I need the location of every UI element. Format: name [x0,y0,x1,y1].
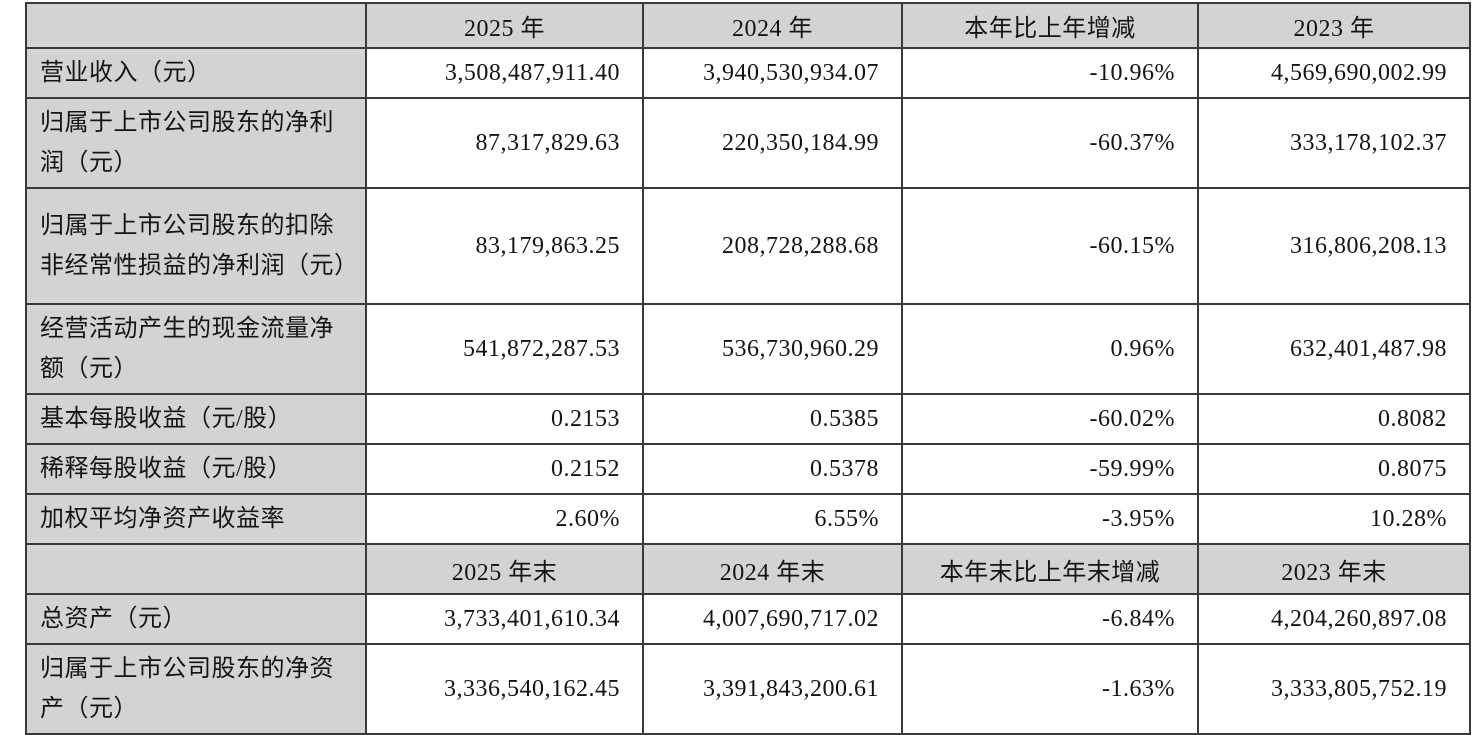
value-cell: 0.8075 [1197,443,1471,495]
column-header-cell: 本年末比上年末增减 [901,543,1199,595]
value-cell: -6.84% [901,593,1199,645]
value-cell: 3,336,540,162.45 [365,643,644,735]
value-cell: 208,728,288.68 [642,187,903,305]
row-label-cell: 稀释每股收益（元/股） [25,443,367,495]
table-row: 归属于上市公司股东的扣除非经常性损益的净利润（元） 83,179,863.25 20… [25,187,1471,305]
value-cell: -60.15% [901,187,1199,305]
value-cell: -59.99% [901,443,1199,495]
value-cell: 536,730,960.29 [642,303,903,395]
value-cell: 83,179,863.25 [365,187,644,305]
value-cell: 87,317,829.63 [365,97,644,189]
value-cell: -3.95% [901,493,1199,545]
column-header-cell: 2024 年末 [642,543,903,595]
value-cell: 0.8082 [1197,393,1471,445]
value-cell: 0.5378 [642,443,903,495]
row-label-cell: 总资产（元） [25,593,367,645]
value-cell: 10.28% [1197,493,1471,545]
column-header-cell: 2023 年 [1197,2,1471,49]
value-cell: -10.96% [901,47,1199,99]
value-cell: 3,733,401,610.34 [365,593,644,645]
value-cell: 541,872,287.53 [365,303,644,395]
table-row: 归属于上市公司股东的净资产（元） 3,336,540,162.45 3,391,84… [25,643,1471,735]
table-row: 稀释每股收益（元/股） 0.2152 0.5378 -59.99% 0.8075 [25,443,1471,495]
value-cell: 4,007,690,717.02 [642,593,903,645]
value-cell: 2.60% [365,493,644,545]
value-cell: 220,350,184.99 [642,97,903,189]
table-row: 总资产（元） 3,733,401,610.34 4,007,690,717.02 -6… [25,593,1471,645]
value-cell: -1.63% [901,643,1199,735]
value-cell: 4,204,260,897.08 [1197,593,1471,645]
table-row: 营业收入（元） 3,508,487,911.40 3,940,530,934.07-… [25,47,1471,99]
column-header-cell: 2025 年末 [365,543,644,595]
table-row: 加权平均净资产收益率 2.60% 6.55% -3.95% 10.28% [25,493,1471,545]
row-label-cell: 加权平均净资产收益率 [25,493,367,545]
value-cell: 0.2153 [365,393,644,445]
column-header-cell: 2023 年末 [1197,543,1471,595]
value-cell: -60.37% [901,97,1199,189]
table-header-row: 2025 年末 2024 年末 本年末比上年末增减 2023 年末 [25,543,1471,595]
empty-corner-cell [25,543,367,595]
value-cell: 3,333,805,752.19 [1197,643,1471,735]
column-header-cell: 2024 年 [642,2,903,49]
value-cell: -60.02% [901,393,1199,445]
table-row: 经营活动产生的现金流量净额（元） 541,872,287.53 536,730,96… [25,303,1471,395]
empty-corner-cell [25,2,367,49]
row-label-cell: 归属于上市公司股东的扣除非经常性损益的净利润（元） [25,187,367,305]
value-cell: 333,178,102.37 [1197,97,1471,189]
row-label-cell: 营业收入（元） [25,47,367,99]
column-header-cell: 2025 年 [365,2,644,49]
financial-summary-section: 2025 年 2024 年本年比上年增减 2023 年营业收入（元） 3,508,48… [25,2,1471,735]
value-cell: 3,940,530,934.07 [642,47,903,99]
value-cell: 3,391,843,200.61 [642,643,903,735]
row-label-cell: 归属于上市公司股东的净资产（元） [25,643,367,735]
table-body: 2025 年 2024 年本年比上年增减 2023 年营业收入（元） 3,508,48… [25,2,1471,735]
table-header-row: 2025 年 2024 年本年比上年增减 2023 年 [25,2,1471,49]
value-cell: 6.55% [642,493,903,545]
table-row: 归属于上市公司股东的净利润（元） 87,317,829.63 220,350,184… [25,97,1471,189]
financial-summary-table: 2025 年 2024 年本年比上年增减 2023 年营业收入（元） 3,508,48… [25,2,1471,735]
value-cell: 316,806,208.13 [1197,187,1471,305]
value-cell: 4,569,690,002.99 [1197,47,1471,99]
row-label-cell: 经营活动产生的现金流量净额（元） [25,303,367,395]
value-cell: 632,401,487.98 [1197,303,1471,395]
value-cell: 0.5385 [642,393,903,445]
column-header-cell: 本年比上年增减 [901,2,1199,49]
row-label-cell: 归属于上市公司股东的净利润（元） [25,97,367,189]
value-cell: 3,508,487,911.40 [365,47,644,99]
value-cell: 0.96% [901,303,1199,395]
table-row: 基本每股收益（元/股） 0.2153 0.5385 -60.02% 0.8082 [25,393,1471,445]
value-cell: 0.2152 [365,443,644,495]
row-label-cell: 基本每股收益（元/股） [25,393,367,445]
